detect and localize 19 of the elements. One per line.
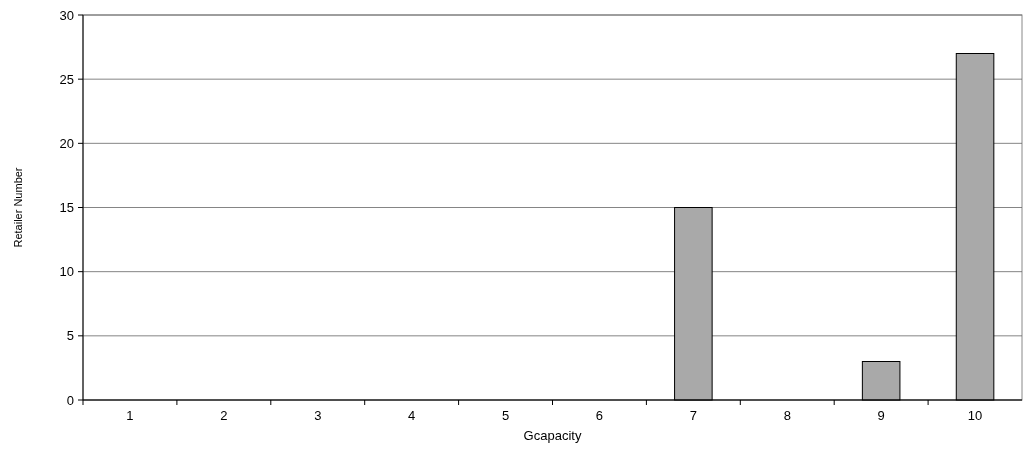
y-tick-label: 25 — [59, 71, 74, 87]
y-tick-label: 0 — [66, 392, 74, 408]
y-tick-label: 30 — [59, 7, 74, 23]
x-tick-label: 7 — [689, 408, 697, 423]
x-axis-title: Gcapacity — [523, 428, 582, 443]
y-axis-title: Retailer Number — [12, 167, 24, 248]
x-tick-label: 9 — [877, 408, 885, 423]
x-tick-label: 5 — [501, 408, 510, 423]
x-tick-label: 10 — [967, 408, 983, 423]
y-tick-label: 5 — [66, 328, 74, 344]
y-tick-label: 15 — [59, 200, 74, 216]
x-tick-label: 2 — [220, 408, 228, 423]
x-tick-label: 3 — [314, 408, 322, 423]
x-tick-label: 8 — [783, 408, 791, 423]
y-tick-label: 20 — [59, 135, 74, 151]
x-tick-label: 6 — [595, 408, 604, 423]
x-tick-label: 1 — [126, 408, 134, 423]
y-tick-label: 10 — [59, 264, 74, 280]
x-tick-label: 4 — [408, 408, 416, 423]
